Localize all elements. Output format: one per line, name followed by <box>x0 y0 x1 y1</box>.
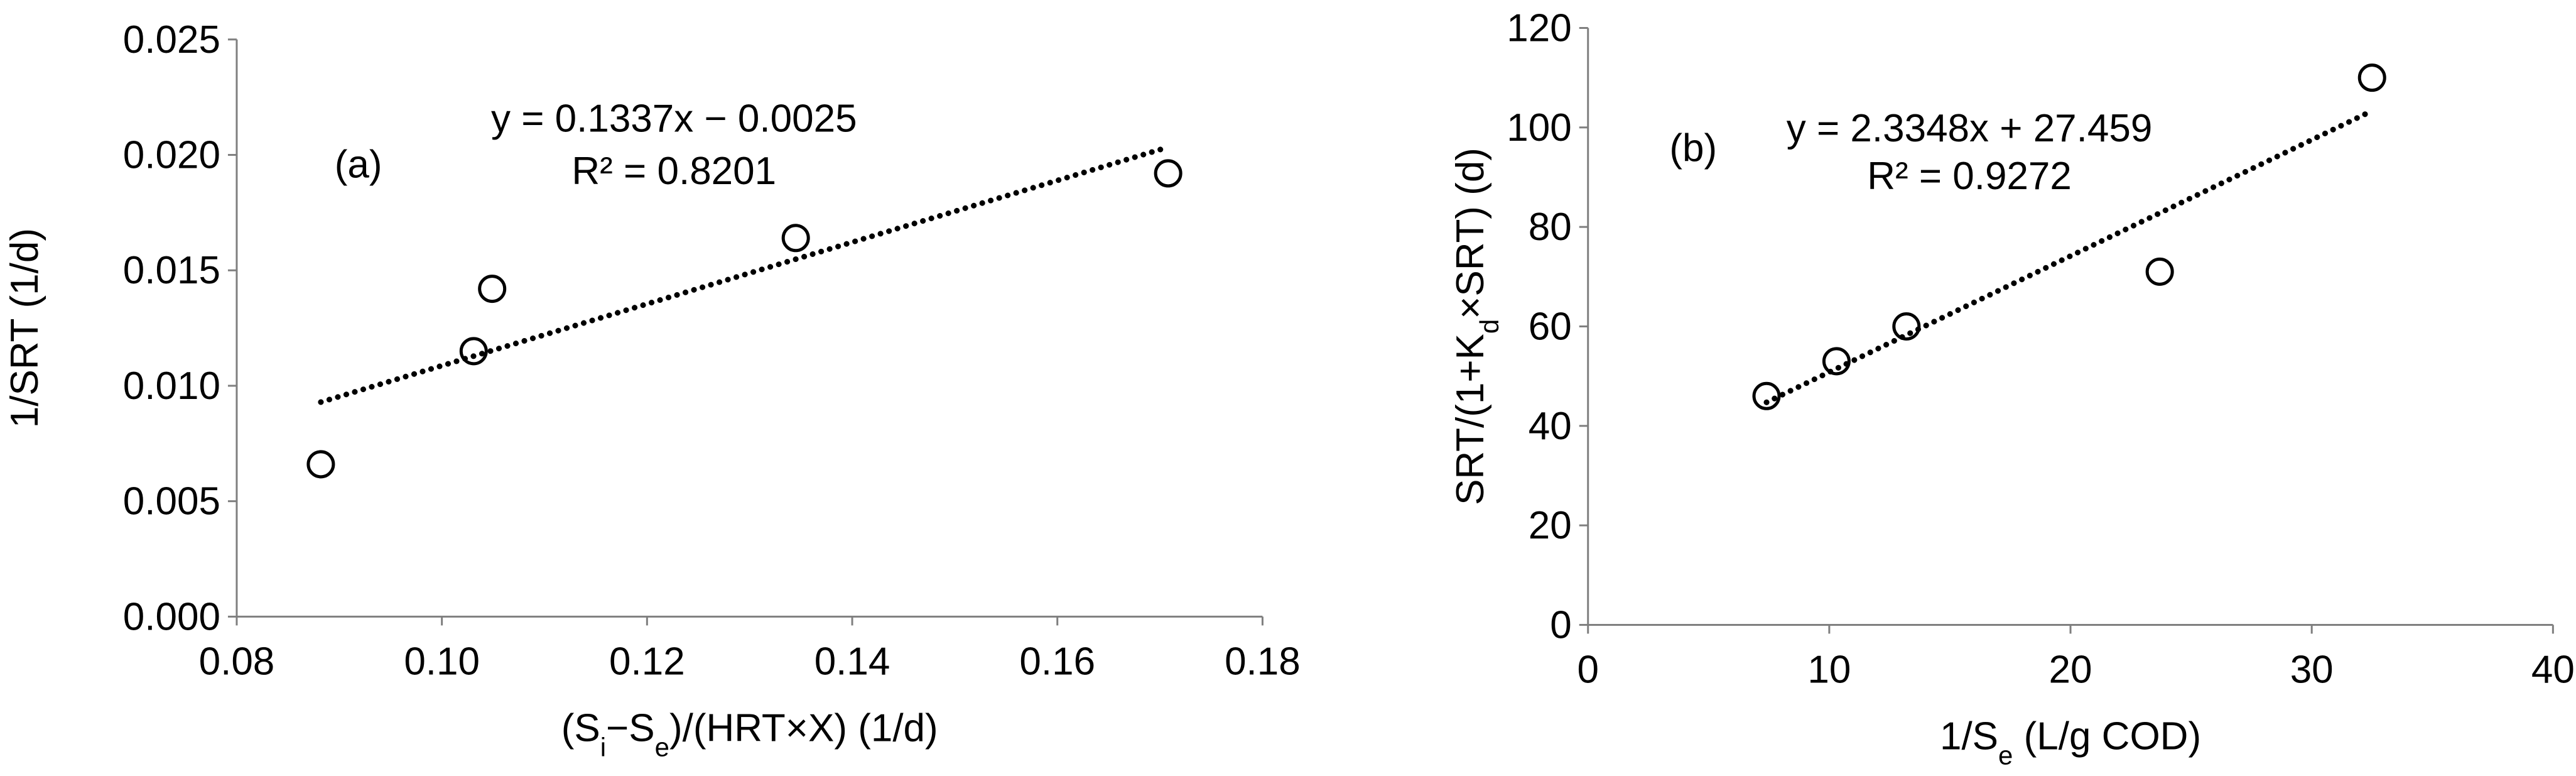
y-axis-label: SRT/(1+Kd×SRT) (d) <box>1449 148 1504 505</box>
x-tick-label: 0.08 <box>199 640 275 683</box>
data-point <box>478 275 507 303</box>
y-tick-label: 40 <box>1529 405 1572 448</box>
y-axis-label: 1/SRT (1/d) <box>3 228 46 428</box>
y-tick-label: 0.020 <box>123 134 220 177</box>
x-tick-label: 40 <box>2531 648 2575 691</box>
y-tick-label: 0.025 <box>123 18 220 62</box>
chart-panel-b: 0 20 40 60 80 100 120 0 10 20 30 40 1/Se (L/g COD) SR… <box>1449 6 2575 769</box>
data-point <box>781 224 810 253</box>
trend-equation: y = 2.3348x + 27.459 <box>1787 107 2153 150</box>
x-tick-label: 0.18 <box>1225 640 1301 683</box>
y-tick-label: 0.015 <box>123 249 220 292</box>
x-axis-label: 1/Se (L/g COD) <box>1940 714 2201 770</box>
x-tick-label: 20 <box>2049 648 2092 691</box>
trendline <box>1763 107 2375 405</box>
trendline <box>318 144 1171 405</box>
x-tick-label: 0.14 <box>814 640 890 683</box>
r-squared: R² = 0.9272 <box>1867 155 2072 198</box>
y-tick-label: 120 <box>1507 6 1571 50</box>
y-tick-label: 80 <box>1529 205 1572 249</box>
data-point <box>1892 312 1921 341</box>
panel-label: (b) <box>1669 126 1717 170</box>
x-tick-label: 0.16 <box>1019 640 1095 683</box>
y-tick-label: 60 <box>1529 305 1572 348</box>
data-point <box>1752 381 1781 410</box>
panel-label: (a) <box>335 143 382 187</box>
data-point <box>306 450 335 479</box>
chart-panel-a: 0.000 0.005 0.010 0.015 0.020 0.025 0.08 0.10 0.… <box>3 18 1301 762</box>
x-tick-label: 30 <box>2290 648 2334 691</box>
r-squared: R² = 0.8201 <box>571 150 776 193</box>
x-tick-label: 10 <box>1807 648 1851 691</box>
y-tick-label: 0.010 <box>123 364 220 408</box>
data-point <box>2145 257 2174 286</box>
y-tick-label: 0.000 <box>123 595 220 638</box>
data-point <box>2357 63 2386 92</box>
y-tick-label: 20 <box>1529 504 1572 547</box>
x-axis-label: (Si−Se)/(HRT×X) (1/d) <box>561 706 938 762</box>
data-point <box>459 337 488 366</box>
y-tick-label: 100 <box>1507 106 1571 150</box>
x-tick-label: 0.10 <box>404 640 480 683</box>
data-point <box>1822 347 1851 376</box>
y-tick-label: 0.005 <box>123 480 220 523</box>
x-tick-label: 0 <box>1577 648 1598 691</box>
x-tick-label: 0.12 <box>609 640 685 683</box>
data-point <box>1154 159 1182 188</box>
y-tick-label: 0 <box>1550 603 1571 647</box>
trend-equation: y = 0.1337x − 0.0025 <box>491 97 857 140</box>
